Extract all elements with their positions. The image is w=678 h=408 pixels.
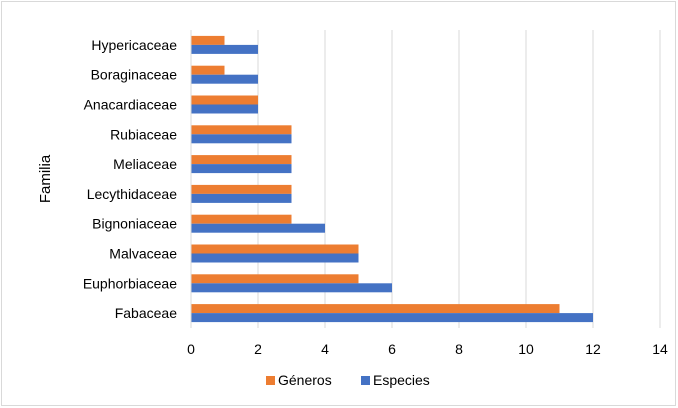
bar-gneros-euphorbiaceae [191, 274, 359, 284]
category-label-malvaceae: Malvaceae [109, 246, 177, 262]
bar-gneros-rubiaceae [191, 125, 292, 135]
category-label-bignoniaceae: Bignoniaceae [92, 216, 177, 232]
category-label-boraginaceae: Boraginaceae [91, 67, 178, 83]
legend-label-especies: Especies [373, 372, 430, 388]
bar-especies-euphorbiaceae [191, 283, 392, 293]
bar-gneros-anacardiaceae [191, 95, 258, 105]
category-label-rubiaceae: Rubiaceae [110, 126, 177, 142]
bar-especies-malvaceae [191, 253, 359, 263]
legend-swatch-gneros [266, 376, 275, 385]
category-label-lecythidaceae: Lecythidaceae [87, 186, 178, 202]
x-tick-label-12: 12 [585, 341, 601, 357]
x-tick-label-14: 14 [652, 341, 668, 357]
legend-swatch-especies [361, 376, 370, 385]
x-tick-label-4: 4 [321, 341, 329, 357]
bar-gneros-malvaceae [191, 244, 359, 254]
bar-especies-hypericaceae [191, 44, 258, 54]
x-tick-label-10: 10 [518, 341, 534, 357]
y-axis-title: Familia [37, 154, 54, 203]
x-tick-label-0: 0 [187, 341, 195, 357]
category-label-fabaceae: Fabaceae [115, 305, 177, 321]
bar-gneros-meliaceae [191, 155, 292, 165]
bar-gneros-boraginaceae [191, 65, 225, 75]
x-tick-label-6: 6 [388, 341, 396, 357]
category-label-anacardiaceae: Anacardiaceae [84, 97, 178, 113]
bar-especies-meliaceae [191, 164, 292, 174]
bar-especies-fabaceae [191, 313, 593, 323]
bar-gneros-fabaceae [191, 304, 560, 314]
bar-especies-rubiaceae [191, 134, 292, 144]
bar-especies-anacardiaceae [191, 104, 258, 114]
bar-gneros-lecythidaceae [191, 184, 292, 194]
bar-especies-boraginaceae [191, 74, 258, 84]
category-label-meliaceae: Meliaceae [113, 156, 177, 172]
legend-label-gneros: Géneros [278, 372, 332, 388]
category-label-euphorbiaceae: Euphorbiaceae [83, 275, 177, 291]
bar-gneros-hypericaceae [191, 35, 225, 45]
bar-especies-lecythidaceae [191, 193, 292, 203]
bar-gneros-bignoniaceae [191, 214, 292, 224]
x-tick-label-8: 8 [455, 341, 463, 357]
bar-especies-bignoniaceae [191, 223, 325, 233]
category-label-hypericaceae: Hypericaceae [91, 37, 177, 53]
x-tick-label-2: 2 [254, 341, 262, 357]
